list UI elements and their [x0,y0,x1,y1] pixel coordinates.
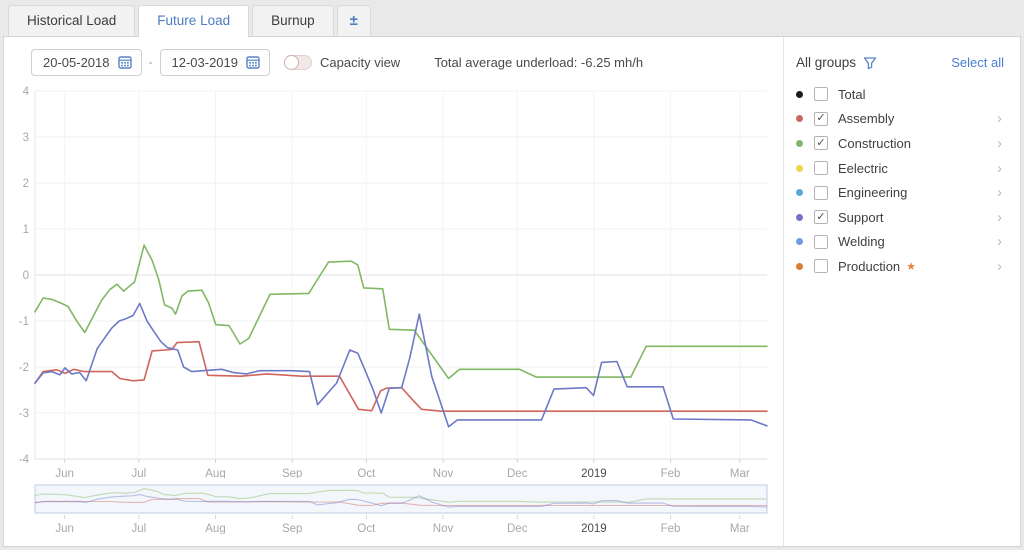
svg-text:Oct: Oct [357,523,376,534]
group-checkbox-support[interactable]: ✓ [814,210,828,225]
range-selector-mini-chart[interactable]: Jun Jul Aug Sep Oct Nov Dec 2019 Feb Mar [7,484,769,534]
series-color-dot [796,164,803,172]
svg-text:Jun: Jun [55,523,74,534]
groups-header: All groups Select all [796,55,1004,70]
tab-burnup[interactable]: Burnup [252,5,334,37]
chart-pane: 20-05-2018 - 12-03-2019 [4,37,783,546]
group-row-production[interactable]: Production ★ › [796,254,1004,279]
funnel-icon[interactable] [863,56,877,70]
group-checkbox-welding[interactable] [814,234,828,249]
svg-text:Mar: Mar [730,523,750,534]
date-from-input[interactable]: 20-05-2018 [31,48,142,76]
series-color-dot [796,189,803,197]
group-row-total[interactable]: Total [796,82,1004,107]
groups-panel: All groups Select all Total ✓ Assembly › ✓ Co… [783,37,1020,546]
svg-text:Feb: Feb [661,468,681,478]
expand-chevron-icon[interactable]: › [997,110,1002,128]
svg-text:-3: -3 [19,408,29,420]
svg-text:Feb: Feb [661,523,681,534]
group-row-support[interactable]: ✓ Support › [796,205,1004,230]
toggle-knob [284,54,299,70]
svg-text:Oct: Oct [357,468,376,478]
group-checkbox-assembly[interactable]: ✓ [814,111,828,126]
group-row-assembly[interactable]: ✓ Assembly › [796,107,1004,132]
date-range-separator: - [148,55,153,69]
svg-text:3: 3 [23,132,29,144]
group-label: Welding [838,234,885,250]
calendar-icon[interactable] [117,55,132,69]
svg-text:Sep: Sep [282,523,302,534]
group-row-engineering[interactable]: Engineering › [796,180,1004,205]
series-color-dot [796,115,803,123]
chart-toolbar: 20-05-2018 - 12-03-2019 [31,48,783,76]
series-color-dot [796,238,803,246]
capacity-view-toggle[interactable] [284,54,312,70]
capacity-view-label: Capacity view [320,54,401,70]
group-label: Eelectric [838,160,888,176]
groups-title: All groups [796,55,857,70]
plus-minus-icon[interactable]: ± [336,5,371,37]
series-color-dot [796,213,803,221]
group-checkbox-construction[interactable]: ✓ [814,136,828,151]
expand-chevron-icon[interactable]: › [997,134,1002,152]
tab-future-load[interactable]: Future Load [138,5,250,38]
main-line-chart: 4 3 2 1 0 -1 -2 -3 -4 Jun Jul Aug Sep Oct Nov Dec 2019 Fe… [19,86,768,478]
group-row-eelectric[interactable]: Eelectric › [796,156,1004,181]
svg-text:0: 0 [23,270,29,282]
svg-text:Dec: Dec [507,523,528,534]
svg-text:2: 2 [23,178,29,190]
total-average-underload: Total average underload: -6.25 mh/h [434,54,644,70]
series-color-dot [796,262,803,270]
expand-chevron-icon[interactable]: › [997,159,1002,177]
series-color-dot [796,139,803,147]
svg-text:Mar: Mar [730,468,750,478]
svg-text:1: 1 [23,224,29,236]
select-all-link[interactable]: Select all [951,55,1004,70]
expand-chevron-icon[interactable]: › [997,233,1002,251]
svg-text:Dec: Dec [507,468,528,478]
groups-list: Total ✓ Assembly › ✓ Construction › Eelectric › E… [796,82,1004,279]
expand-chevron-icon[interactable]: › [997,257,1002,275]
series-color-dot [796,90,803,98]
svg-text:Aug: Aug [205,523,225,534]
group-label: Production [838,258,901,274]
svg-text:Jun: Jun [55,468,74,478]
date-from-value: 20-05-2018 [43,54,110,70]
expand-chevron-icon[interactable]: › [997,184,1002,202]
content-panel: 20-05-2018 - 12-03-2019 [3,36,1021,547]
svg-text:-4: -4 [19,454,30,466]
group-row-welding[interactable]: Welding › [796,230,1004,255]
svg-text:Nov: Nov [433,468,454,478]
group-label: Total [838,86,866,102]
svg-text:Aug: Aug [205,468,225,478]
tab-bar: Historical Load Future Load Burnup ± [0,0,1024,38]
group-label: Support [838,209,884,225]
svg-text:Nov: Nov [433,523,454,534]
date-to-value: 12-03-2019 [171,54,239,70]
group-row-construction[interactable]: ✓ Construction › [796,131,1004,156]
svg-text:-2: -2 [19,362,29,374]
group-checkbox-production[interactable] [814,259,828,274]
svg-text:2019: 2019 [581,468,607,478]
svg-text:4: 4 [23,86,30,98]
expand-chevron-icon[interactable]: › [997,208,1002,226]
group-checkbox-total[interactable] [814,87,828,102]
star-icon: ★ [906,260,917,273]
svg-text:2019: 2019 [581,523,607,534]
group-checkbox-eelectric[interactable] [814,161,828,176]
calendar-icon[interactable] [246,55,260,69]
group-checkbox-engineering[interactable] [814,185,828,200]
svg-text:Jul: Jul [132,523,147,534]
svg-text:Sep: Sep [282,468,302,478]
tab-historical-load[interactable]: Historical Load [8,5,136,37]
group-label: Assembly [838,111,895,127]
svg-text:Jul: Jul [132,468,147,478]
group-label: Construction [838,135,911,151]
group-label: Engineering [838,185,908,201]
svg-text:-1: -1 [19,316,29,328]
date-to-input[interactable]: 12-03-2019 [159,48,270,76]
